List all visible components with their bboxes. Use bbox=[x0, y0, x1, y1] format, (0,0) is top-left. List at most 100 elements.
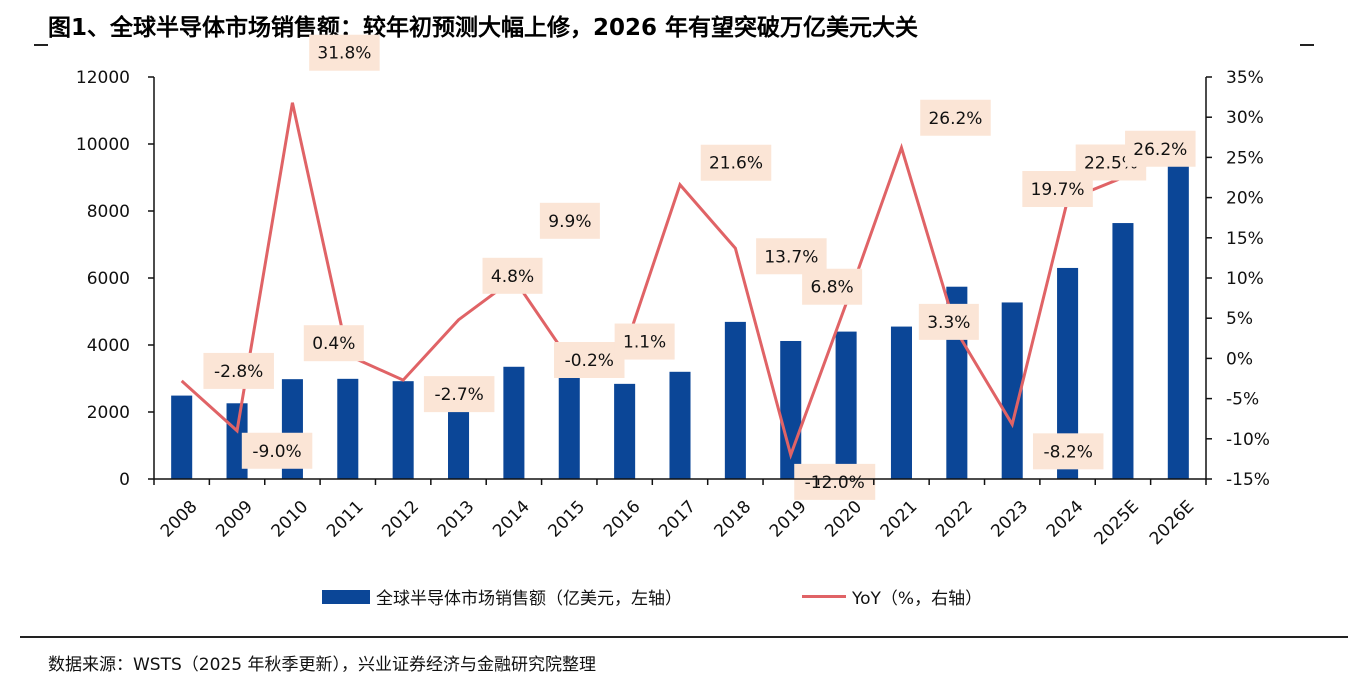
right-tick-label: 30% bbox=[1226, 108, 1264, 128]
left-tick-label: 12000 bbox=[76, 68, 130, 88]
right-tick-label: 20% bbox=[1226, 189, 1264, 209]
yoy-label-text: 22.5% bbox=[1084, 154, 1138, 174]
left-tick-label: 6000 bbox=[87, 269, 130, 289]
yoy-label-2022: 3.3% bbox=[918, 303, 979, 340]
yoy-label-2009: -9.0% bbox=[241, 432, 313, 469]
yoy-label-bg bbox=[423, 376, 495, 413]
bar-2020 bbox=[835, 331, 857, 479]
bar-2025E bbox=[1112, 223, 1134, 479]
yoy-label-2011: 0.4% bbox=[303, 325, 364, 362]
yoy-label-2014: 9.9% bbox=[539, 202, 600, 239]
yoy-label-bg bbox=[303, 325, 364, 362]
x-tick-label-2020: 2020 bbox=[821, 497, 866, 542]
yoy-label-bg bbox=[920, 99, 991, 136]
yoy-label-bg bbox=[1032, 433, 1104, 470]
right-tick-label: -10% bbox=[1226, 430, 1270, 450]
yoy-label-bg bbox=[203, 352, 274, 389]
bar-2018 bbox=[724, 321, 746, 479]
right-tick-label: 5% bbox=[1226, 309, 1253, 329]
right-tick-label: 35% bbox=[1226, 68, 1264, 88]
yoy-label-bg bbox=[802, 268, 863, 305]
x-tick-label-2016: 2016 bbox=[600, 497, 645, 542]
left-tick-label: 2000 bbox=[87, 403, 130, 423]
yoy-label-bg bbox=[794, 463, 876, 500]
x-tick-label-2024: 2024 bbox=[1043, 497, 1088, 542]
yoy-label-2026E: 26.2% bbox=[1125, 130, 1196, 167]
legend-bar-swatch bbox=[322, 589, 370, 604]
x-tick-label-2019: 2019 bbox=[766, 497, 811, 542]
right-tick-label: -15% bbox=[1226, 470, 1270, 490]
yoy-label-bg bbox=[614, 323, 675, 360]
corner-mark-left bbox=[34, 44, 48, 46]
bar-2026E bbox=[1167, 152, 1189, 480]
corner-mark-right bbox=[1300, 44, 1314, 46]
yoy-label-text: -2.7% bbox=[434, 385, 483, 405]
right-tick-label: 15% bbox=[1226, 229, 1264, 249]
right-tick-label: 10% bbox=[1226, 269, 1264, 289]
left-tick-label: 4000 bbox=[87, 336, 130, 356]
bar-2021 bbox=[890, 326, 912, 479]
bar-series bbox=[171, 152, 1189, 480]
legend-line-swatch bbox=[802, 595, 846, 598]
yoy-label-text: -0.2% bbox=[565, 351, 614, 371]
yoy-label-2023: -8.2% bbox=[1032, 433, 1104, 470]
legend: 全球半导体市场销售额（亿美元，左轴） YoY（%，右轴） bbox=[322, 584, 982, 609]
yoy-label-2008: -2.8% bbox=[203, 352, 274, 389]
yoy-label-text: -2.8% bbox=[214, 362, 263, 382]
yoy-label-bg bbox=[309, 34, 380, 71]
yoy-label-2020: 6.8% bbox=[802, 268, 863, 305]
x-tick-label-2025E: 2025E bbox=[1091, 497, 1143, 549]
legend-line-label: YoY（%，右轴） bbox=[852, 589, 983, 609]
left-tick-label: 0 bbox=[119, 470, 130, 490]
legend-bar-label: 全球半导体市场销售额（亿美元，左轴） bbox=[376, 589, 682, 609]
bar-2024 bbox=[1057, 267, 1079, 479]
right-tick-label: 0% bbox=[1226, 349, 1253, 369]
yoy-label-text: 3.3% bbox=[927, 313, 970, 333]
right-tick-label: 25% bbox=[1226, 148, 1264, 168]
yoy-label-text: 21.6% bbox=[709, 154, 763, 174]
yoy-data-labels: -2.8% -9.0% 31.8% 0.4% -2.7% 4.8% 9.9% -0.2% 1.1… bbox=[203, 34, 1196, 500]
yoy-label-2021: 26.2% bbox=[920, 99, 991, 136]
yoy-label-bg bbox=[241, 432, 313, 469]
x-tick-label-2009: 2009 bbox=[212, 497, 257, 542]
bar-2017 bbox=[669, 371, 691, 479]
right-tick-label: -5% bbox=[1226, 390, 1259, 410]
bar-2011 bbox=[337, 378, 359, 479]
x-tick-label-2015: 2015 bbox=[544, 497, 589, 542]
chart-title: 图1、全球半导体市场销售额：较年初预测大幅上修，2026 年有望突破万亿美元大关 bbox=[48, 15, 919, 41]
yoy-label-text: -9.0% bbox=[252, 442, 301, 462]
x-tick-label-2026E: 2026E bbox=[1146, 497, 1198, 549]
yoy-label-text: 9.9% bbox=[548, 212, 591, 232]
yoy-label-text: 4.8% bbox=[491, 267, 534, 287]
yoy-label-bg bbox=[1125, 130, 1196, 167]
yoy-label-2010: 31.8% bbox=[309, 34, 380, 71]
yoy-label-2019: -12.0% bbox=[794, 463, 876, 500]
yoy-label-text: 26.2% bbox=[928, 109, 982, 129]
bar-2015 bbox=[558, 366, 580, 479]
yoy-label-2017: 21.6% bbox=[700, 144, 772, 181]
yoy-label-2012: -2.7% bbox=[423, 376, 495, 413]
yoy-label-text: 19.7% bbox=[1031, 180, 1085, 200]
x-tick-label-2013: 2013 bbox=[434, 497, 479, 542]
bar-2013 bbox=[448, 402, 470, 479]
x-tick-label-2012: 2012 bbox=[378, 497, 423, 542]
x-tick-label-2018: 2018 bbox=[711, 497, 756, 542]
yoy-label-text: 13.7% bbox=[764, 247, 818, 267]
bar-2012 bbox=[392, 381, 414, 479]
left-tick-label: 8000 bbox=[87, 202, 130, 222]
yoy-label-bg bbox=[700, 144, 772, 181]
yoy-label-bg bbox=[554, 342, 625, 379]
x-tick-label-2008: 2008 bbox=[157, 497, 202, 542]
yoy-label-text: 6.8% bbox=[811, 278, 854, 298]
yoy-label-text: -12.0% bbox=[805, 473, 865, 493]
yoy-label-bg bbox=[482, 257, 543, 294]
bar-2023 bbox=[1001, 302, 1023, 479]
yoy-label-text: 0.4% bbox=[312, 334, 355, 354]
yoy-label-bg bbox=[756, 238, 827, 275]
yoy-label-bg bbox=[918, 303, 979, 340]
yoy-label-2015: -0.2% bbox=[554, 342, 625, 379]
x-tick-label-2017: 2017 bbox=[655, 497, 700, 542]
source-note: 数据来源：WSTS（2025 年秋季更新），兴业证券经济与金融研究院整理 bbox=[48, 655, 596, 675]
x-tick-label-2022: 2022 bbox=[932, 497, 977, 542]
x-tick-label-2021: 2021 bbox=[877, 497, 922, 542]
